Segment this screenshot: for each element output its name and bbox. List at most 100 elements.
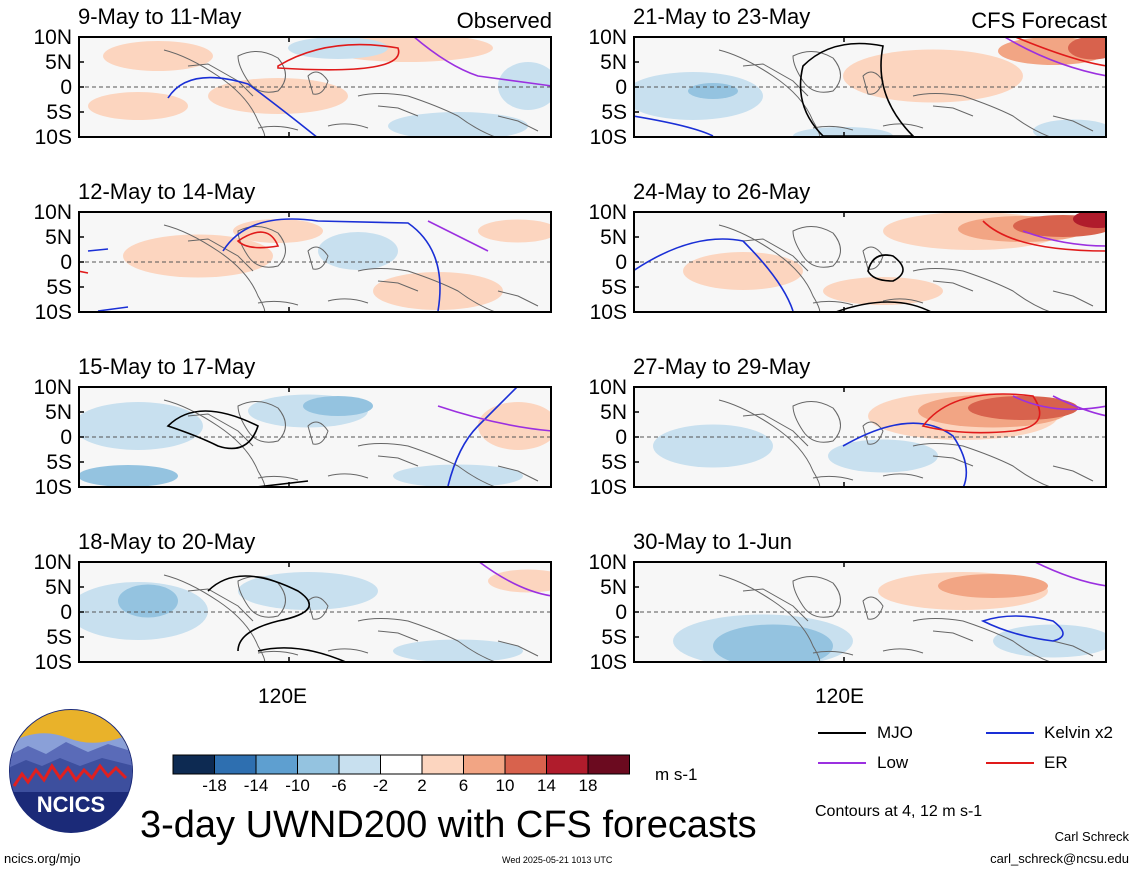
colorbar-cell xyxy=(172,754,215,775)
coastline xyxy=(377,630,419,642)
legend-kelvin-label: Kelvin x2 xyxy=(1044,723,1113,742)
coastline xyxy=(357,93,499,138)
anomaly-map-panel xyxy=(78,561,552,663)
anomaly-map-panel xyxy=(633,36,1107,138)
wave-contour xyxy=(236,231,280,249)
lat-tick-label: 5S xyxy=(601,276,627,299)
anomaly-patch xyxy=(103,41,213,71)
lat-tick-label: 0 xyxy=(60,76,72,99)
coastline xyxy=(932,105,974,117)
anomaly-patch xyxy=(1073,211,1107,228)
anomaly-patch xyxy=(78,465,178,487)
lat-tick-label: 10S xyxy=(34,651,72,674)
coastline xyxy=(163,574,266,663)
anomaly-map-panel xyxy=(633,561,1107,663)
anomaly-map-panel xyxy=(633,386,1107,488)
colorbar-tick-label: 18 xyxy=(578,776,598,795)
wave-contour xyxy=(412,36,552,87)
panel-period-title: 30-May to 1-Jun xyxy=(633,529,792,554)
anomaly-patch xyxy=(688,83,738,99)
lat-tick-label: 5N xyxy=(600,51,627,74)
lat-tick-label: 10N xyxy=(33,551,72,574)
lat-tick-label: 5S xyxy=(601,101,627,124)
coastline xyxy=(497,465,539,482)
anomaly-patch xyxy=(123,234,273,278)
coastline xyxy=(357,268,499,313)
coastline xyxy=(1052,115,1094,132)
colorbar-tick-label: -2 xyxy=(372,776,389,795)
coastline xyxy=(187,238,254,272)
coastline xyxy=(1052,290,1094,307)
coastline xyxy=(187,63,254,97)
lat-tick-label: 5N xyxy=(45,401,72,424)
coastline xyxy=(163,224,266,313)
colorbar-tick-label: -14 xyxy=(243,776,269,795)
colorbar-cell xyxy=(380,754,423,775)
wave-contour xyxy=(982,220,1107,252)
lat-tick-label: 0 xyxy=(60,426,72,449)
anomaly-patch xyxy=(938,574,1048,598)
wave-contour xyxy=(166,410,259,450)
coastline xyxy=(307,596,329,620)
figure-title: 3-day UWND200 with CFS forecasts xyxy=(140,804,757,846)
wave-contour xyxy=(477,561,552,597)
wave-contour xyxy=(1002,36,1107,77)
coastline xyxy=(882,298,924,304)
lat-tick-label: 5S xyxy=(601,451,627,474)
coastline xyxy=(377,455,419,467)
lat-tick-label: 10N xyxy=(588,201,627,224)
coastline xyxy=(187,413,254,447)
lat-tick-label: 0 xyxy=(615,601,627,624)
wave-contour xyxy=(1012,395,1107,411)
lat-tick-label: 10S xyxy=(589,476,627,499)
lat-tick-label: 5S xyxy=(46,276,72,299)
coastline xyxy=(932,455,974,467)
lat-tick-label: 0 xyxy=(60,251,72,274)
lat-tick-label: 5N xyxy=(600,226,627,249)
lat-tick-label: 5N xyxy=(45,226,72,249)
coastline xyxy=(742,588,809,622)
wave-contour xyxy=(427,220,489,252)
coastline xyxy=(497,115,539,132)
footer-url[interactable]: ncics.org/mjo xyxy=(4,851,81,866)
wave-contour xyxy=(277,43,400,71)
panel-period-title: 24-May to 26-May xyxy=(633,179,811,204)
wave-contour xyxy=(980,615,1064,642)
coastline xyxy=(497,290,539,307)
logo-wordmark: NCICS xyxy=(37,792,105,817)
wave-contour xyxy=(167,76,320,138)
footer-email[interactable]: carl_schreck@ncsu.edu xyxy=(990,851,1129,866)
wave-contour xyxy=(1012,36,1107,67)
coastline xyxy=(718,399,821,488)
lat-tick-label: 5N xyxy=(45,51,72,74)
anomaly-patch xyxy=(393,639,523,663)
wave-contour xyxy=(842,422,968,488)
colorbar-units: m s-1 xyxy=(655,765,698,784)
colorbar-tick-label: -10 xyxy=(285,776,310,795)
anomaly-patch xyxy=(683,252,803,290)
anomaly-patch xyxy=(388,112,528,138)
anomaly-patch xyxy=(968,396,1078,420)
lat-tick-label: 0 xyxy=(60,601,72,624)
colorbar-tick-label: -6 xyxy=(331,776,347,795)
anomaly-patch xyxy=(823,277,943,305)
anomaly-patch xyxy=(303,396,373,416)
colorbar-cell xyxy=(421,754,464,775)
coastline xyxy=(327,648,369,654)
coastline xyxy=(163,49,266,138)
wave-contour xyxy=(921,393,1041,434)
wave-contour xyxy=(447,386,519,487)
colorbar-cell xyxy=(463,754,506,775)
anomaly-map-panel xyxy=(633,211,1107,313)
wave-contour xyxy=(633,115,714,137)
coastline xyxy=(1052,465,1094,482)
coastline xyxy=(377,280,419,292)
coastline xyxy=(307,421,329,445)
wave-contour xyxy=(207,575,310,652)
coastline xyxy=(862,421,884,445)
legend-er-label: ER xyxy=(1044,753,1068,772)
coastline xyxy=(237,226,286,268)
coastline xyxy=(257,300,299,306)
wave-contour xyxy=(799,42,915,137)
coastline xyxy=(163,399,266,488)
